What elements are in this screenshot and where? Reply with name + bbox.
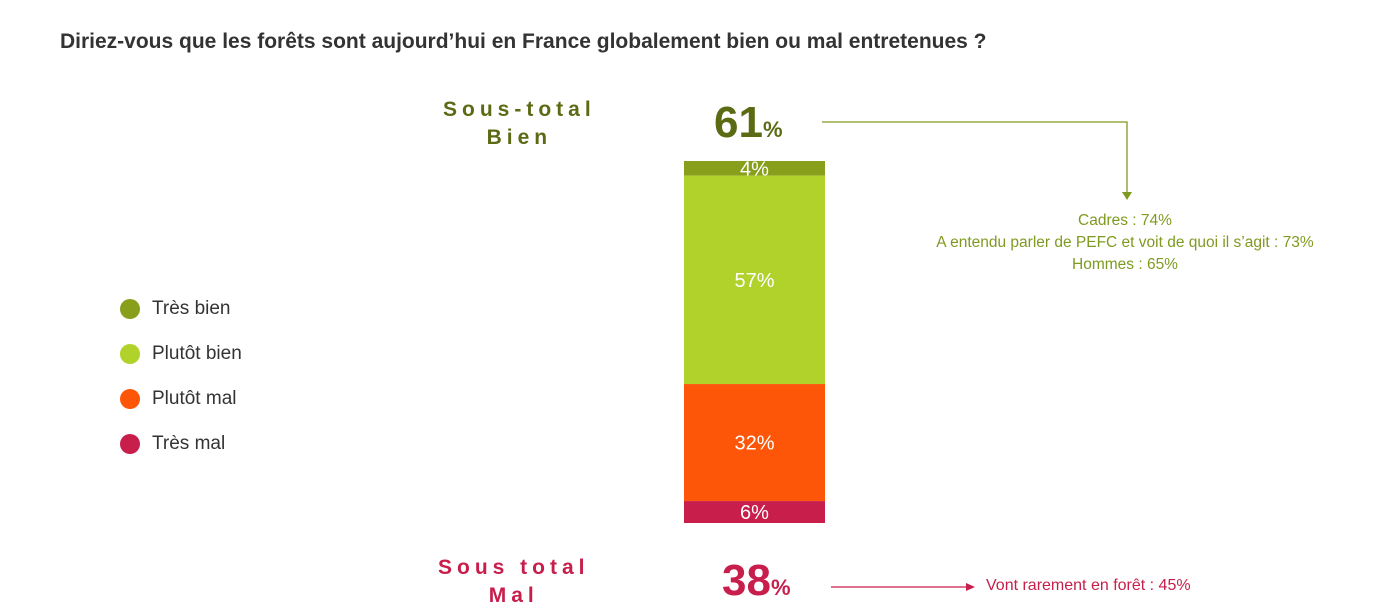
- annotation-mal: Vont rarement en forêt : 45%: [986, 577, 1191, 594]
- subtotal-mal-label-line1: Sous total: [438, 556, 590, 579]
- legend-swatch: [120, 343, 140, 364]
- subtotal-mal-unit: %: [770, 575, 791, 600]
- legend-item-plutot-bien: Plutôt bien: [120, 331, 242, 376]
- legend: Très bien Plutôt bien Plutôt mal Très ma…: [120, 286, 242, 466]
- connector-mal-arrowhead: [966, 583, 975, 591]
- legend-swatch: [120, 298, 140, 319]
- bar-segment-label: 57%: [734, 270, 774, 292]
- legend-label: Très bien: [152, 297, 231, 319]
- subtotal-bien-unit: %: [762, 117, 783, 142]
- bar-segment-2: [684, 175, 825, 385]
- legend-item-plutot-mal: Plutôt mal: [120, 376, 242, 421]
- legend-swatch: [120, 433, 140, 454]
- bar-segment-1: [684, 161, 825, 176]
- subtotal-bien-label: Sous-total Bien: [443, 96, 596, 152]
- legend-label: Plutôt bien: [152, 342, 242, 364]
- annotation-bien-line: Hommes : 65%: [1072, 256, 1178, 273]
- legend-item-tres-mal: Très mal: [120, 421, 242, 466]
- connectors: [822, 121, 1132, 591]
- bar-segments: 4% 57% 32% 6%: [684, 158, 825, 524]
- bar-segment-3: [684, 384, 825, 502]
- bar-segment-label: 32%: [734, 433, 774, 455]
- connector-bien-line: [822, 121, 1128, 192]
- bar-segment-4: [684, 501, 825, 523]
- annotation-bien-line: A entendu parler de PEFC et voit de quoi…: [936, 234, 1314, 251]
- subtotal-mal-value: 38%: [722, 556, 791, 606]
- bar-segment-label: 6%: [740, 502, 769, 524]
- subtotal-bien-value: 61%: [714, 98, 783, 148]
- legend-label: Très mal: [152, 432, 226, 454]
- annotation-bien-line: Cadres : 74%: [1078, 212, 1172, 229]
- bar-segment-label: 4%: [740, 158, 769, 180]
- annotations-bien: Cadres : 74% A entendu parler de PEFC et…: [890, 210, 1360, 276]
- legend-label: Plutôt mal: [152, 387, 237, 409]
- subtotal-mal-label: Sous total Mal: [438, 554, 590, 610]
- connector-bien-arrowhead: [1122, 192, 1132, 200]
- legend-item-tres-bien: Très bien: [120, 286, 242, 331]
- subtotal-mal-number: 38: [722, 556, 771, 605]
- legend-swatch: [120, 388, 140, 409]
- subtotal-bien-label-line2: Bien: [486, 126, 553, 149]
- subtotal-bien-label-line1: Sous-total: [443, 98, 596, 121]
- subtotal-bien-number: 61: [714, 98, 763, 147]
- question-title: Diriez-vous que les forêts sont aujourd’…: [60, 30, 987, 53]
- subtotal-mal-label-line2: Mal: [488, 584, 539, 607]
